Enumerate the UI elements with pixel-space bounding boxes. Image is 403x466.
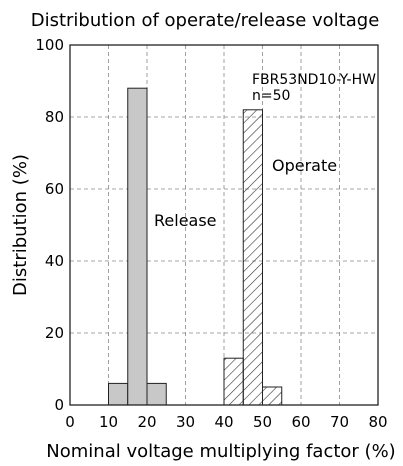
annotation-model: FBR53ND10-Y-HW [252,72,376,88]
annotation: FBR53ND10-Y-HW n=50 [252,72,376,104]
x-tick-label-0: 0 [65,413,75,431]
x-tick-label-40: 40 [214,413,233,431]
y-axis-title: Distribution (%) [10,154,31,296]
operate-bar-2 [262,386,283,406]
x-tick-label-60: 60 [291,413,310,431]
x-tick-label-20: 20 [137,413,156,431]
grid [70,45,378,405]
x-tick-label-80: 80 [368,413,387,431]
operate-bar-1 [242,109,263,406]
series-label-operate: Operate [272,156,337,175]
x-tick-label-50: 50 [253,413,272,431]
y-tick-label-40: 40 [45,252,64,270]
ticks: 0 10 20 30 40 50 60 70 80 0 20 40 60 80 100 [35,36,387,431]
release-bar-2 [146,382,167,406]
x-tick-label-30: 30 [176,413,195,431]
y-tick-label-0: 0 [54,396,64,414]
x-tick-label-70: 70 [330,413,349,431]
series-label-release: Release [154,211,217,230]
plot-frame [69,44,379,406]
y-tick-label-100: 100 [35,36,64,54]
bars [108,87,283,406]
operate-bar-0 [223,357,244,406]
release-bar-1 [127,87,148,406]
x-tick-label-10: 10 [99,413,118,431]
annotation-sample-size: n=50 [252,88,290,104]
x-axis-title: Nominal voltage multiplying factor (%) [46,441,395,462]
y-tick-label-60: 60 [45,180,64,198]
release-bar-0 [108,382,129,406]
y-tick-label-20: 20 [45,324,64,342]
chart-title: Distribution of operate/release voltage [31,10,380,31]
y-tick-label-80: 80 [45,108,64,126]
